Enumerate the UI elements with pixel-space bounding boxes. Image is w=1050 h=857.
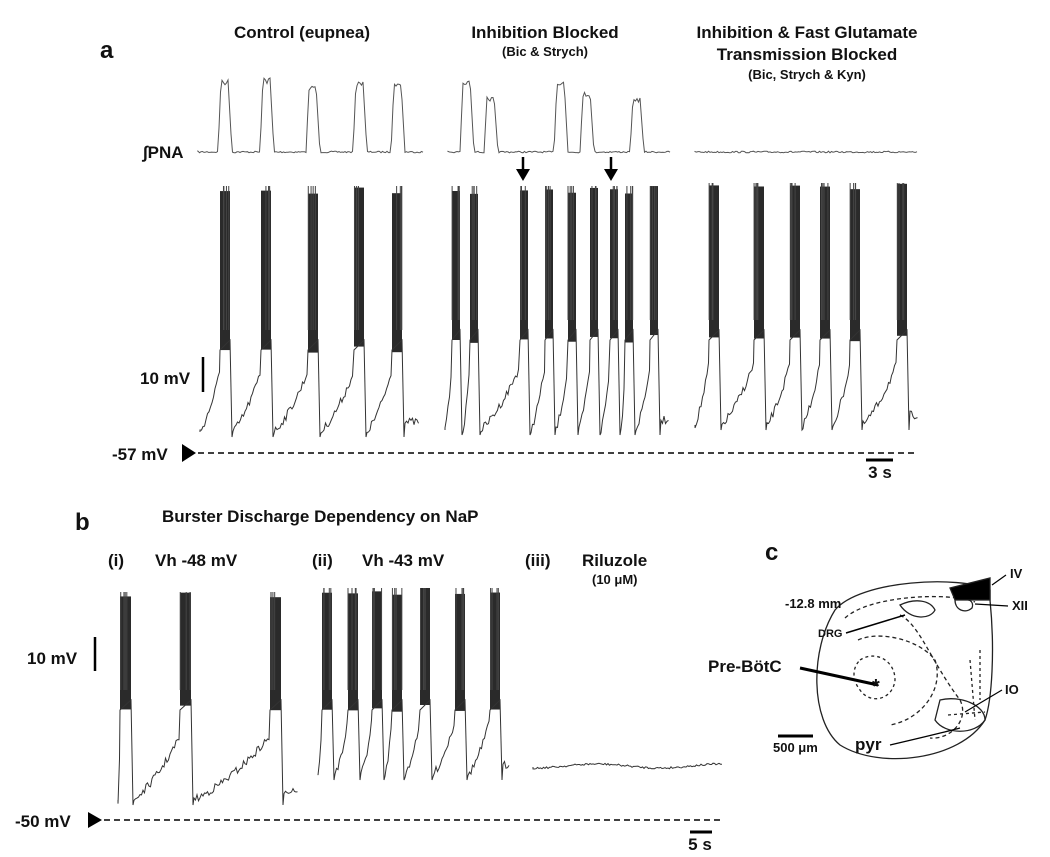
arrowhead <box>182 444 196 462</box>
membrane-trace <box>532 762 723 770</box>
burst <box>372 591 382 709</box>
asterisk: * <box>872 676 880 698</box>
condition-title: Transmission Blocked <box>717 45 897 64</box>
burst <box>897 183 907 336</box>
condition-subtitle: (Bic & Strych) <box>502 44 588 59</box>
pointer <box>799 666 879 687</box>
pointer <box>991 574 1007 586</box>
condition-subtitle: (Bic, Strych & Kyn) <box>748 67 866 82</box>
structure-label: pyr <box>855 735 882 754</box>
burst <box>625 193 633 343</box>
condition-subtitle: (10 μM) <box>592 572 638 587</box>
burst <box>820 186 830 339</box>
burst <box>520 190 528 340</box>
burst <box>545 189 553 339</box>
brainstem-section <box>816 577 994 760</box>
membrane-trace <box>694 328 918 432</box>
panel-label: a <box>100 37 114 64</box>
burst <box>354 187 364 347</box>
arrow <box>516 157 530 181</box>
structure-label: XII <box>1012 598 1028 613</box>
burst <box>270 597 281 711</box>
condition-title: Inhibition Blocked <box>471 23 618 42</box>
burst <box>490 592 500 710</box>
burst <box>754 186 764 339</box>
burst <box>590 187 598 337</box>
structure-label: IO <box>1005 682 1019 697</box>
condition-index: (ii) <box>312 551 333 570</box>
pointer <box>964 689 1003 713</box>
burst <box>392 594 402 712</box>
burst <box>709 185 719 338</box>
nerve-trace <box>447 80 671 154</box>
scale-label: 10 mV <box>140 369 191 388</box>
holding-label: -57 mV <box>112 445 168 464</box>
scale-label: 500 μm <box>773 740 818 755</box>
membrane-trace <box>444 328 669 436</box>
nerve-trace <box>197 77 424 154</box>
membrane-trace <box>199 338 419 438</box>
membrane-trace <box>317 698 510 781</box>
level-label: -12.8 mm <box>785 596 841 611</box>
holding-label: -50 mV <box>15 812 71 831</box>
condition-index: (iii) <box>525 551 551 570</box>
condition-title: Inhibition & Fast Glutamate <box>696 23 917 42</box>
condition-title: Vh -48 mV <box>155 551 238 570</box>
condition-title: Vh -43 mV <box>362 551 445 570</box>
panel-label: c <box>765 539 778 566</box>
burst <box>452 190 460 340</box>
traces <box>117 77 918 806</box>
nerve-trace <box>694 150 918 154</box>
condition-index: (i) <box>108 551 124 570</box>
pointer <box>845 614 906 634</box>
burst <box>180 592 191 706</box>
structure-label: Pre-BötC <box>708 657 782 676</box>
scale-label: 5 s <box>688 835 712 854</box>
scale-label: 3 s <box>868 463 892 482</box>
pointer <box>974 603 1009 607</box>
membrane-trace <box>117 698 298 806</box>
trace-label: ∫PNA <box>141 143 184 162</box>
structure-label: IV <box>1010 566 1023 581</box>
arrowhead <box>88 812 102 828</box>
condition-title: Riluzole <box>582 551 647 570</box>
burst <box>322 592 332 710</box>
panel-title: Burster Discharge Dependency on NaP <box>162 507 478 526</box>
pointer <box>889 727 961 746</box>
burst <box>348 593 358 711</box>
arrow <box>604 157 618 181</box>
condition-title: Control (eupnea) <box>234 23 370 42</box>
panel-label: b <box>75 509 90 536</box>
burst <box>455 593 465 711</box>
burst <box>220 191 230 351</box>
scale-label: 10 mV <box>27 649 78 668</box>
structure-label: DRG <box>818 628 842 640</box>
